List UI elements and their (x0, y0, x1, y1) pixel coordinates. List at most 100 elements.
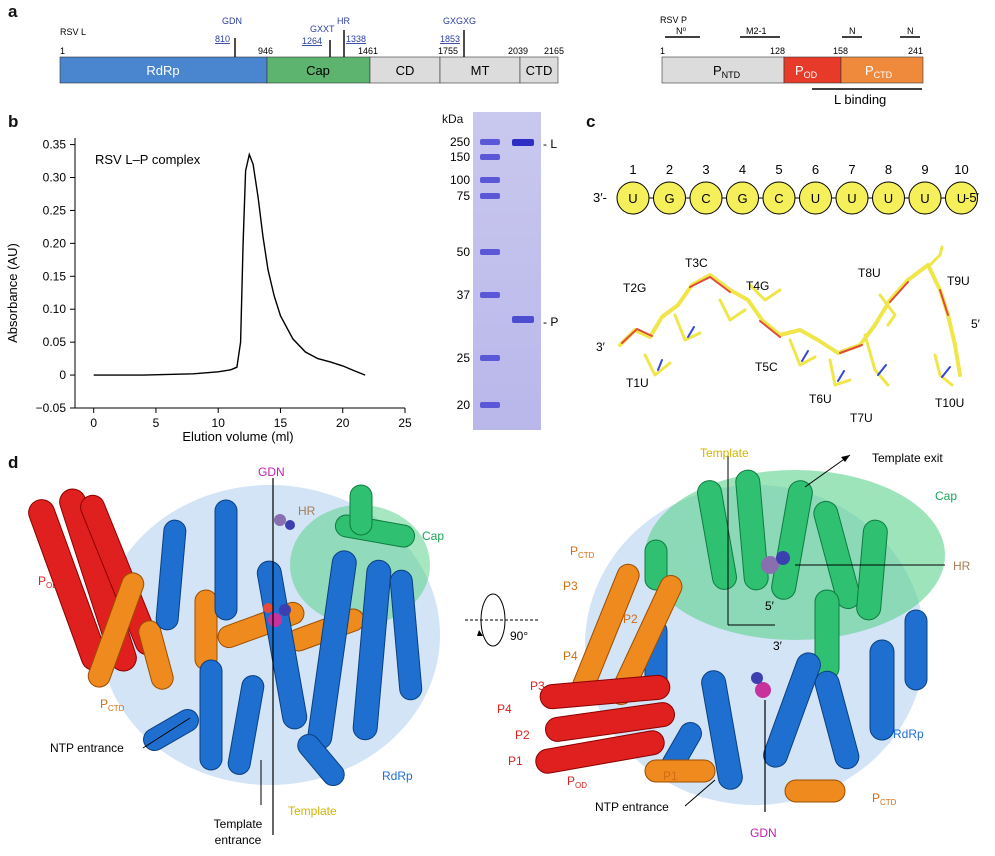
kda-marker: 37 (457, 288, 471, 302)
domain-cap (266, 56, 371, 84)
label-t8u: T8U (858, 266, 881, 280)
y-tick-label: 0.30 (43, 171, 67, 185)
ladder-band (480, 402, 500, 408)
d-left-template: Template (288, 804, 337, 818)
kda-marker: 250 (450, 135, 470, 149)
domain-mt-label: MT (471, 63, 490, 78)
rotation-label: 90° (510, 629, 528, 643)
domain-pctd (840, 56, 924, 84)
domain-ctd (519, 56, 559, 84)
domain-rdrp-label: RdRp (146, 63, 179, 78)
ladder-band (480, 139, 500, 145)
pos-1755: 1755 (438, 46, 458, 56)
domain-ctd-label: CTD (526, 63, 553, 78)
ladder-band (480, 249, 500, 255)
nucleotide-circle (945, 181, 978, 215)
d-right-pctd: PCTD (570, 544, 595, 560)
template-rna-sequence: 3′- U 1 G 2 C 3 G 4 C 5 U 6 U 7 U 8 U 9 U 10 -5′ (593, 162, 980, 215)
rsv-l-domain-map: RSV L RdRp Cap CD MT CTD 1 946 1461 1755… (59, 16, 564, 84)
nucleotide-base: U (811, 191, 820, 206)
d-right-template: Template (700, 446, 749, 460)
kda-label: kDa (442, 112, 464, 126)
panel-letter-c: c (586, 112, 596, 131)
nucleotide-base: C (701, 191, 710, 206)
ladder-band (480, 177, 500, 183)
y-tick-label: 0.10 (43, 302, 67, 316)
kda-marker: 100 (450, 173, 470, 187)
p-pos-128: 128 (770, 46, 785, 56)
rsv-l-title: RSV L (60, 27, 86, 37)
nucleotide-number: 1 (629, 162, 636, 177)
d-right-ntp: NTP entrance (595, 800, 669, 814)
motif-gxxt: GXXT (310, 24, 335, 34)
d-left-hr: HR (298, 504, 316, 518)
y-tick-label: −0.05 (36, 401, 67, 415)
d-right-hr: HR (953, 559, 971, 573)
domain-cap-label: Cap (306, 63, 330, 78)
template-rna-structure: T2G T3C T4G 3′ T1U T5C T6U T7U T8U T9U 5… (596, 245, 981, 425)
p-pos-1: 1 (660, 46, 665, 56)
pos-946: 946 (258, 46, 273, 56)
d-right-p3: P3 (563, 579, 578, 593)
label-5prime: 5′ (971, 317, 981, 331)
ladder-band (480, 193, 500, 199)
nucleotide-base: U (884, 191, 893, 206)
x-tick-label: 25 (398, 416, 412, 430)
d-right-3prime: 3′ (773, 639, 783, 653)
d-right-5prime: 5′ (765, 599, 775, 613)
nucleotide-base: C (774, 191, 783, 206)
nucleotide-number: 3 (702, 162, 709, 177)
p-pos-241: 241 (908, 46, 923, 56)
x-tick-label: 0 (90, 416, 97, 430)
d-right-gdn: GDN (750, 826, 777, 840)
motif-hr: HR (337, 16, 350, 26)
label-t4g: T4G (746, 279, 769, 293)
d-left-pctd: PCTD (100, 697, 125, 713)
seq-5prime: -5′ (965, 190, 980, 205)
d-left-template-entrance: Template entrance (214, 817, 263, 847)
label-t1u: T1U (626, 376, 649, 390)
l-binding-label: L binding (834, 92, 886, 107)
d-right-template-exit: Template exit (872, 451, 943, 465)
nucleotide-base: G (664, 191, 674, 206)
band-l-label: - L (543, 137, 557, 151)
d-right-p1-red: P1 (508, 754, 523, 768)
nucleotide-base: U (920, 191, 929, 206)
band-p-label: - P (543, 315, 558, 329)
panel-letter-d: d (8, 453, 19, 472)
band-l (512, 139, 534, 146)
sec-chromatogram: −0.05 0 0.05 0.10 0.15 0.20 0.25 0.30 0.35 0 5 10 15… (5, 138, 412, 444)
nucleotide-base: G (737, 191, 747, 206)
p-bar-n1: N (849, 26, 856, 36)
nucleotide-number: 10 (954, 162, 968, 177)
motif-gdn: GDN (222, 16, 242, 26)
domain-cd (369, 56, 441, 84)
motif-gxgxg: GXGXG (443, 16, 476, 26)
motif-gxxt-pos: 1264 (302, 36, 322, 46)
domain-pod-label: POD (795, 63, 818, 80)
domain-pod (783, 56, 842, 84)
d-left-rdrp: RdRp (382, 769, 413, 783)
d-left-pod: POD (38, 574, 58, 590)
panel-letter-a: a (8, 2, 18, 21)
p-bar-n0: N⁰ (676, 26, 686, 36)
seq-3prime: 3′- (593, 190, 607, 205)
domain-rdrp (59, 56, 268, 84)
chart-ylabel: Absorbance (AU) (5, 243, 20, 343)
nucleotide-number: 2 (666, 162, 673, 177)
y-tick-label: 0.20 (43, 236, 67, 250)
ladder-band (480, 355, 500, 361)
kda-marker: 75 (457, 189, 471, 203)
pos-1: 1 (60, 46, 65, 56)
band-p (512, 316, 534, 323)
d-right-cap: Cap (935, 489, 957, 503)
p-pos-158: 158 (833, 46, 848, 56)
nucleotide-number: 9 (921, 162, 928, 177)
nucleotide-base: U (847, 191, 856, 206)
structure-right-view: Template Template exit Cap HR PCTD P3 P2… (497, 446, 971, 840)
domain-pctd-label: PCTD (865, 63, 893, 80)
x-tick-label: 20 (336, 416, 350, 430)
motif-gxgxg-pos: 1853 (440, 34, 460, 44)
ladder-band (480, 292, 500, 298)
